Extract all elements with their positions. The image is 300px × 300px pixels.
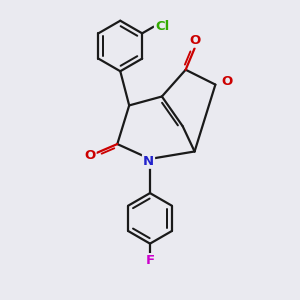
Text: Cl: Cl [155, 20, 169, 33]
Text: F: F [146, 254, 154, 267]
Text: N: N [143, 155, 154, 168]
Text: O: O [84, 149, 96, 162]
Text: O: O [221, 75, 232, 88]
Text: O: O [190, 34, 201, 46]
